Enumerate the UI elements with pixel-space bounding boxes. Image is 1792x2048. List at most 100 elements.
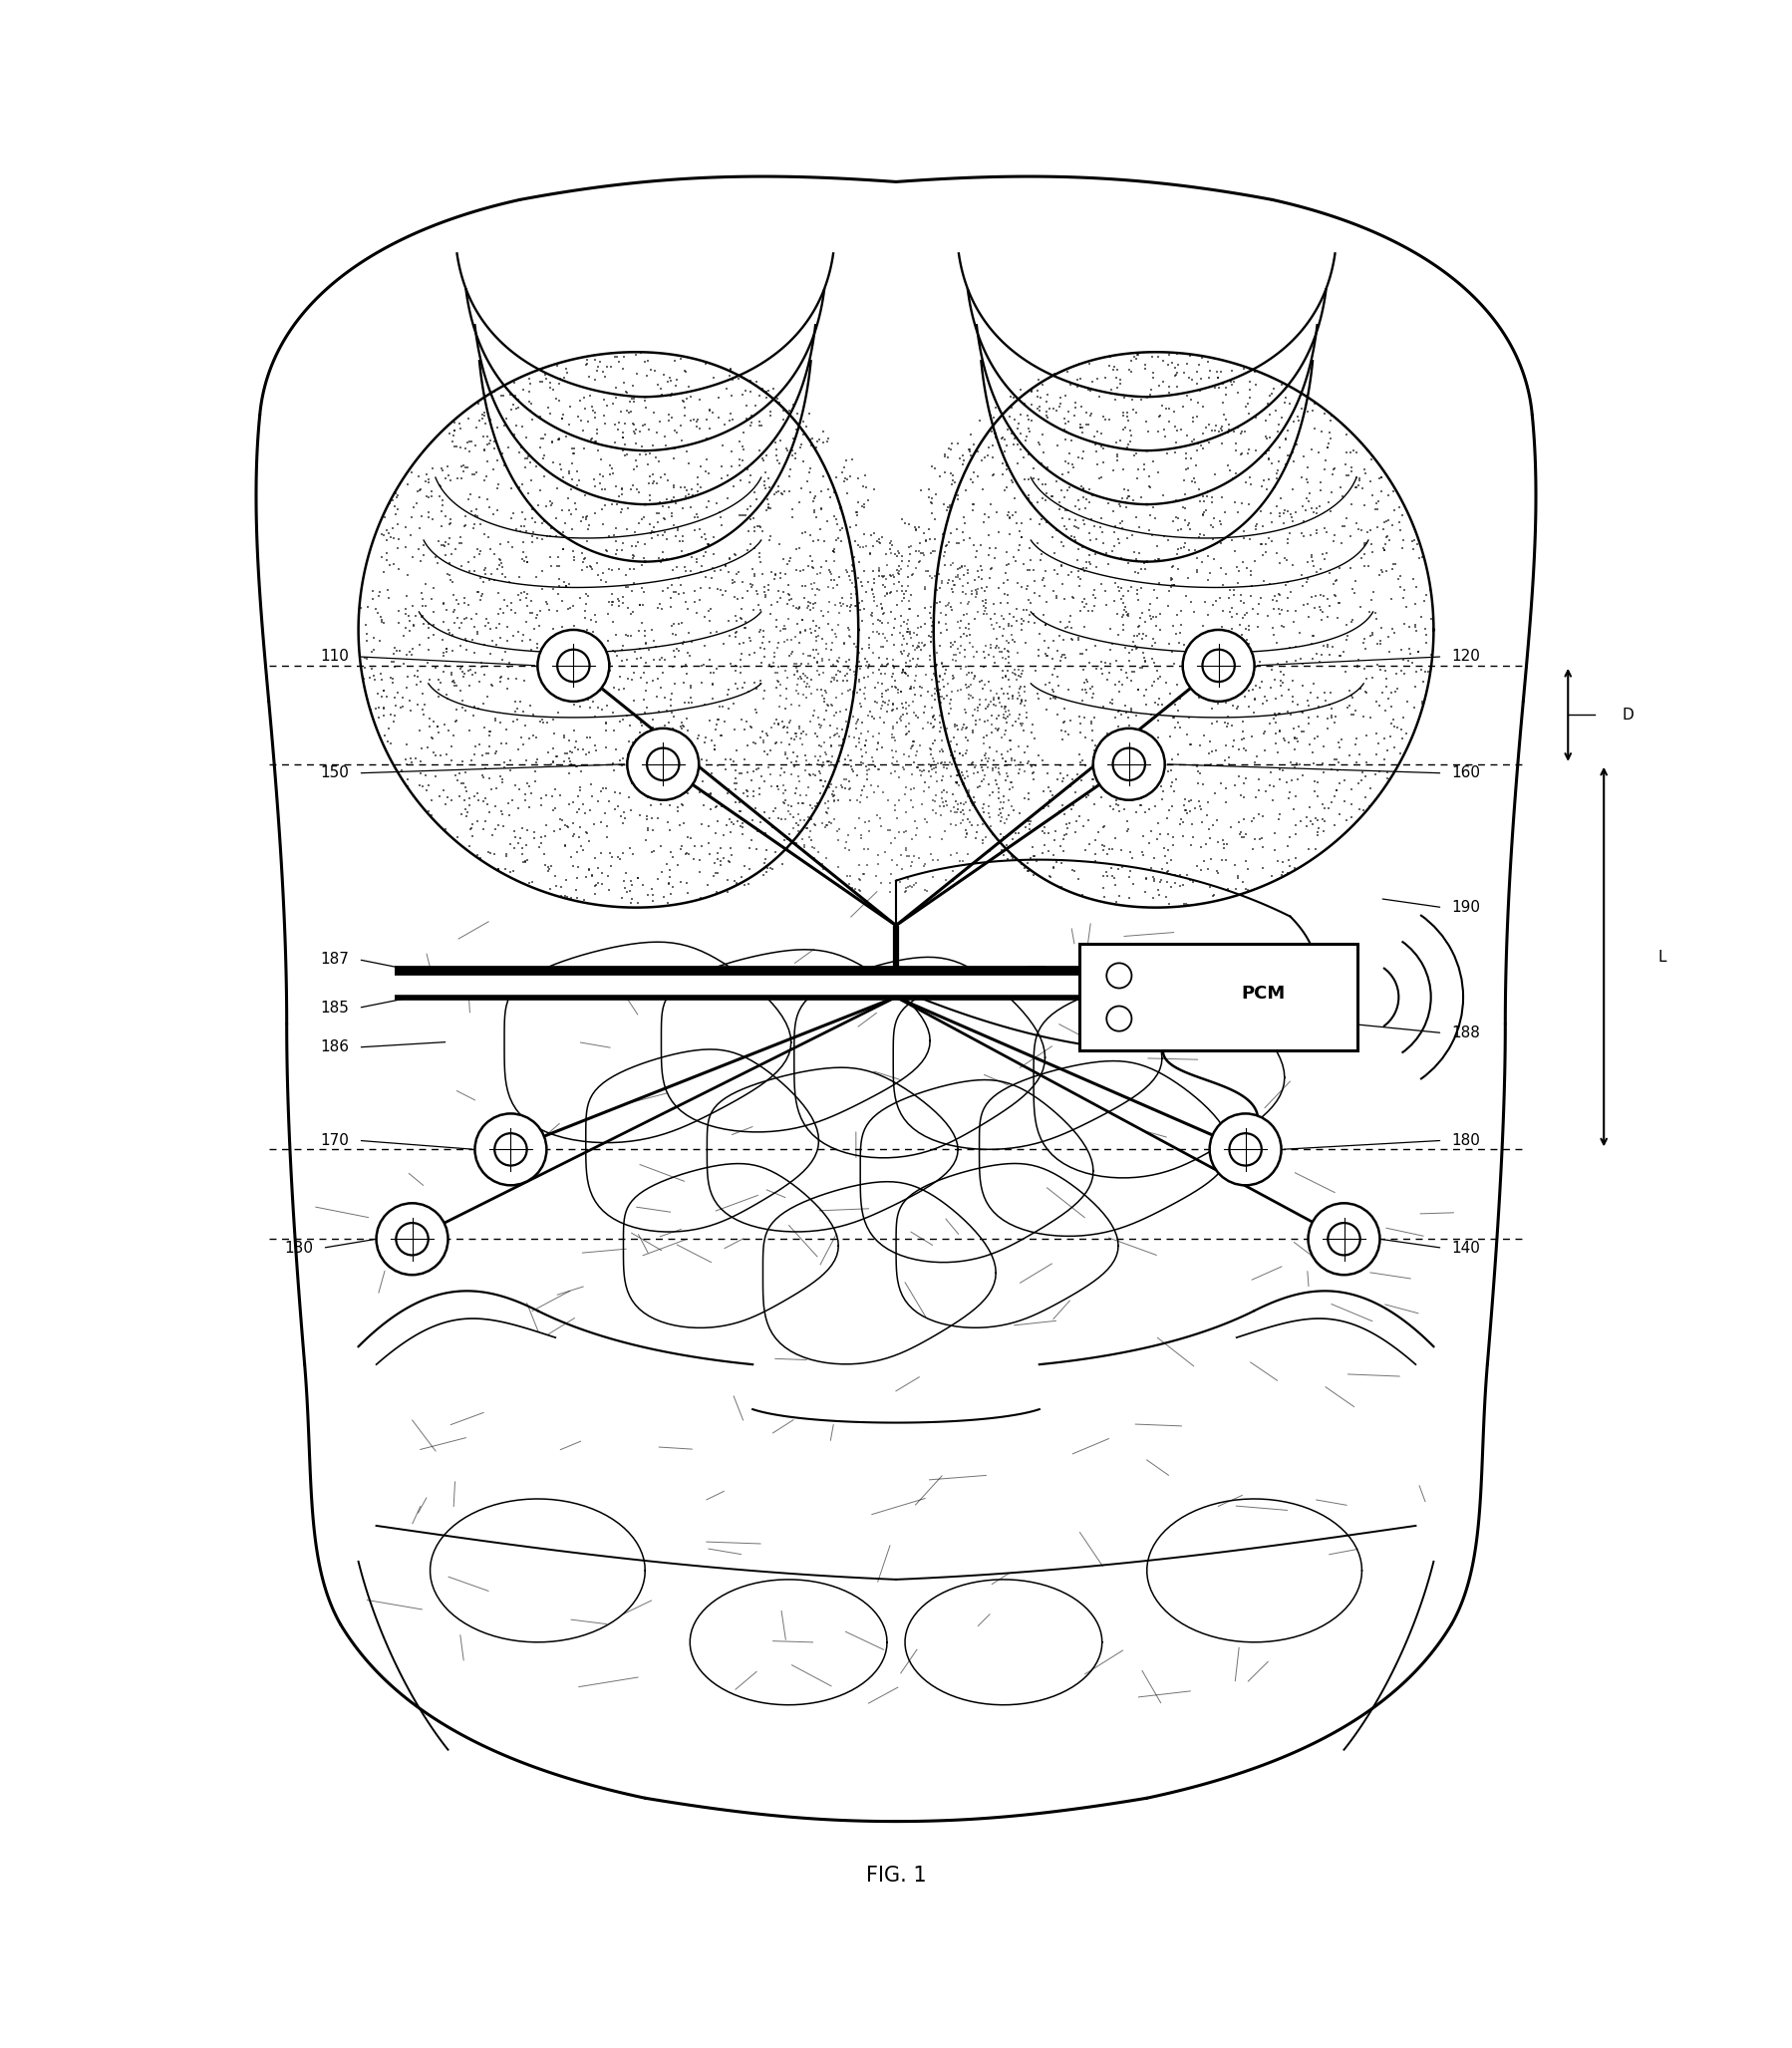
Point	[959, 715, 987, 748]
Point	[364, 678, 392, 711]
Point	[1070, 508, 1098, 541]
Point	[1124, 674, 1152, 707]
Point	[715, 406, 744, 438]
Point	[631, 528, 659, 561]
Point	[455, 788, 484, 821]
Point	[926, 596, 955, 629]
Point	[806, 729, 835, 762]
Point	[1265, 754, 1294, 786]
Point	[493, 672, 521, 705]
Point	[1412, 612, 1441, 645]
Point	[1228, 416, 1256, 449]
Point	[480, 539, 509, 571]
Point	[778, 582, 806, 614]
Point	[1272, 645, 1301, 678]
Point	[1154, 524, 1183, 557]
Point	[1263, 844, 1292, 877]
Point	[1158, 346, 1186, 379]
Point	[959, 700, 987, 733]
Point	[699, 762, 728, 795]
Point	[821, 618, 849, 651]
Point	[654, 571, 683, 604]
Point	[1321, 453, 1349, 485]
Point	[1115, 860, 1143, 893]
Point	[835, 705, 864, 737]
Point	[545, 569, 573, 602]
Point	[817, 731, 846, 764]
Point	[1120, 868, 1149, 901]
Point	[740, 557, 769, 590]
Point	[828, 678, 857, 711]
Point	[978, 440, 1007, 473]
Point	[898, 791, 926, 823]
Point	[824, 813, 853, 846]
Point	[803, 426, 831, 459]
Point	[939, 459, 968, 492]
Point	[921, 672, 950, 705]
Point	[638, 702, 667, 735]
Point	[771, 737, 799, 770]
Point	[692, 442, 720, 475]
Point	[1262, 463, 1290, 496]
Point	[740, 477, 769, 510]
Point	[1296, 729, 1324, 762]
Point	[876, 815, 905, 848]
Point	[477, 668, 505, 700]
Point	[1005, 688, 1034, 721]
Point	[814, 426, 842, 459]
Point	[516, 866, 545, 899]
Point	[1409, 686, 1437, 719]
Point	[785, 592, 814, 625]
Point	[686, 829, 715, 862]
Point	[509, 410, 538, 442]
Point	[563, 469, 591, 502]
Point	[824, 641, 853, 674]
Point	[509, 526, 538, 559]
Point	[975, 432, 1004, 465]
Point	[815, 750, 844, 782]
Point	[701, 733, 729, 766]
Point	[975, 797, 1004, 829]
Point	[853, 850, 882, 883]
Point	[921, 784, 950, 817]
Point	[1036, 860, 1064, 893]
Point	[631, 674, 659, 707]
Point	[573, 512, 602, 545]
Point	[1000, 422, 1029, 455]
Point	[781, 592, 810, 625]
Point	[939, 662, 968, 694]
Point	[1020, 598, 1048, 631]
Point	[1321, 743, 1349, 776]
Point	[1400, 563, 1428, 596]
Point	[855, 754, 883, 786]
Point	[1079, 670, 1107, 702]
Point	[935, 692, 964, 725]
Point	[754, 492, 783, 524]
Point	[783, 532, 812, 565]
Point	[570, 543, 599, 575]
Point	[1029, 815, 1057, 848]
Point	[1050, 872, 1079, 905]
Point	[1265, 444, 1294, 477]
Point	[1070, 666, 1098, 698]
Point	[860, 686, 889, 719]
Point	[1195, 870, 1224, 903]
Point	[729, 868, 758, 901]
Point	[432, 813, 461, 846]
Point	[633, 823, 661, 856]
Point	[1409, 688, 1437, 721]
Point	[428, 489, 457, 522]
Point	[783, 606, 812, 639]
Point	[414, 610, 443, 643]
Point	[514, 791, 543, 823]
Point	[991, 557, 1020, 590]
Point	[806, 709, 835, 741]
Point	[1245, 672, 1274, 705]
Point	[932, 713, 961, 745]
Point	[1093, 754, 1122, 786]
Point	[1263, 422, 1292, 455]
Point	[969, 764, 998, 797]
Point	[1337, 772, 1366, 805]
Point	[349, 662, 378, 694]
Point	[941, 741, 969, 774]
